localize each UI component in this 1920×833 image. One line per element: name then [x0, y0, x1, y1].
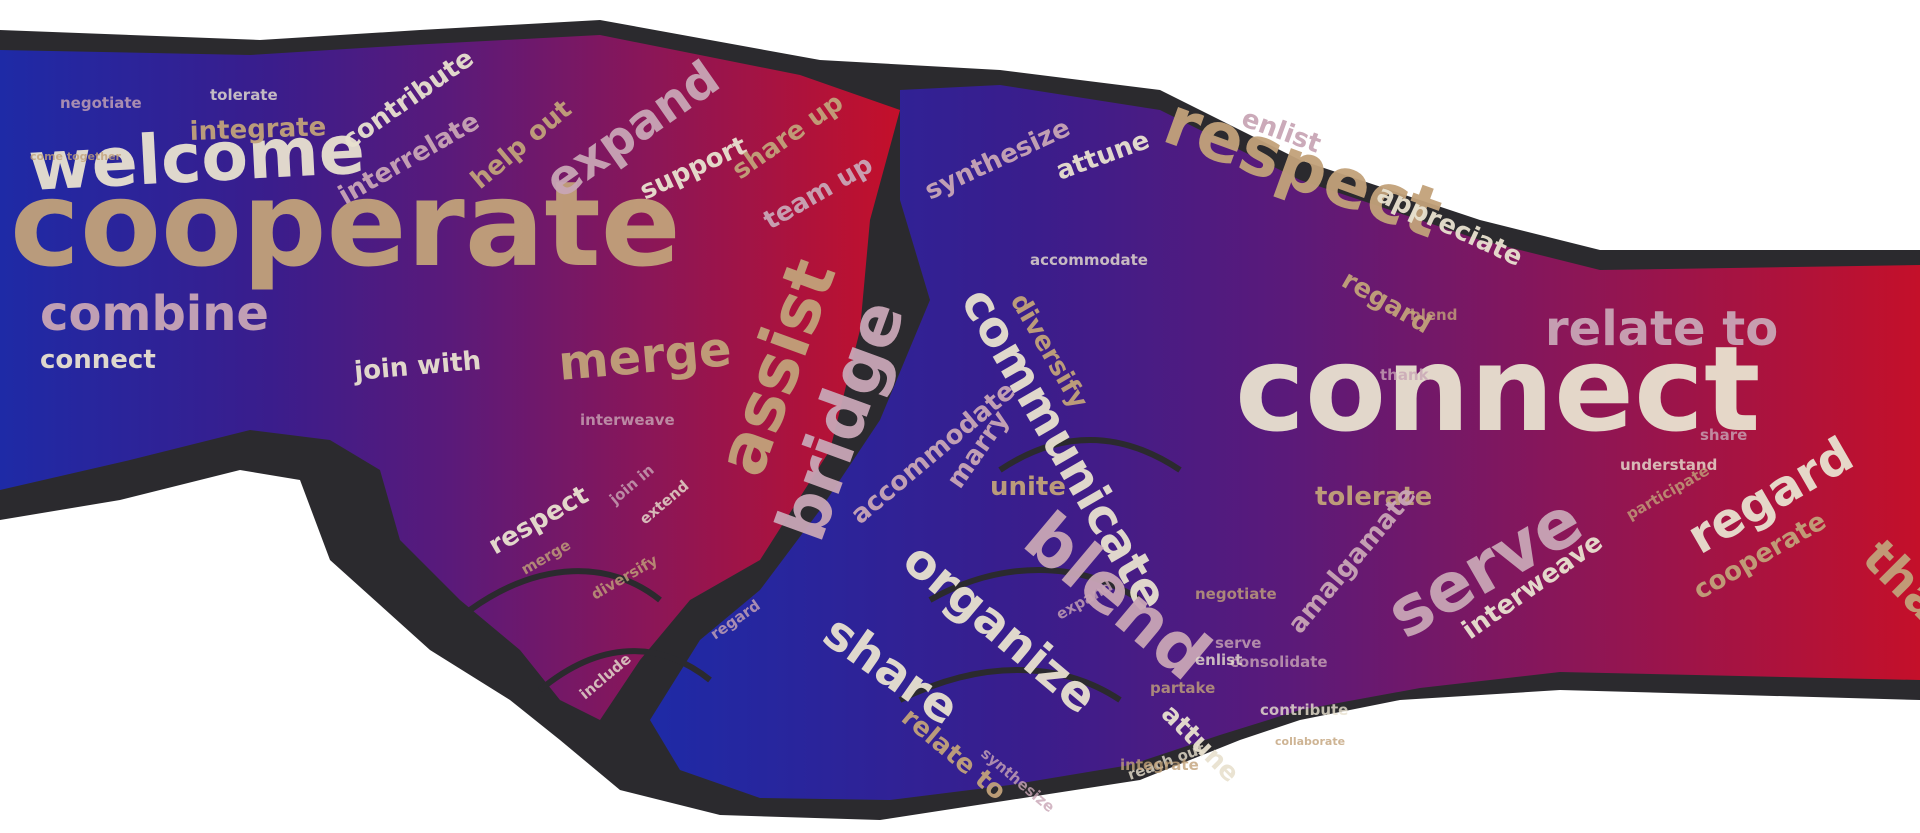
cloud-word: collaborate	[1275, 735, 1345, 748]
left-arm	[0, 35, 900, 720]
cloud-word: connect	[40, 345, 156, 375]
cloud-word: integrate	[1120, 756, 1199, 774]
cloud-word: negotiate	[60, 94, 142, 112]
cloud-word: tolerate	[210, 86, 278, 104]
cloud-word: accommodate	[1030, 251, 1148, 269]
cloud-word: thank	[1380, 366, 1430, 384]
cloud-word: connect	[1235, 320, 1760, 458]
cloud-word: relate to	[1545, 301, 1778, 357]
cloud-word: integrate	[189, 112, 326, 147]
cloud-word: come together	[30, 150, 122, 163]
cloud-word: tolerate	[1315, 482, 1432, 512]
cloud-word: unite	[990, 472, 1066, 502]
cloud-word: welcome	[27, 110, 367, 206]
cloud-word: enlist	[1195, 651, 1242, 669]
cloud-word: cooperate	[10, 155, 681, 293]
cloud-word: share	[1700, 426, 1747, 444]
cloud-word: partake	[1150, 679, 1215, 697]
cloud-word: interweave	[580, 411, 675, 429]
finger-lines	[468, 437, 1182, 703]
cloud-word: consolidate	[1230, 653, 1328, 671]
cloud-word: combine	[40, 286, 269, 342]
cloud-word: serve	[1215, 634, 1261, 652]
right-arm	[650, 85, 1920, 800]
cloud-word: understand	[1620, 456, 1717, 474]
cloud-word: negotiate	[1195, 585, 1277, 603]
cloud-word: contribute	[1260, 701, 1348, 719]
cloud-word: blend	[1410, 306, 1457, 324]
